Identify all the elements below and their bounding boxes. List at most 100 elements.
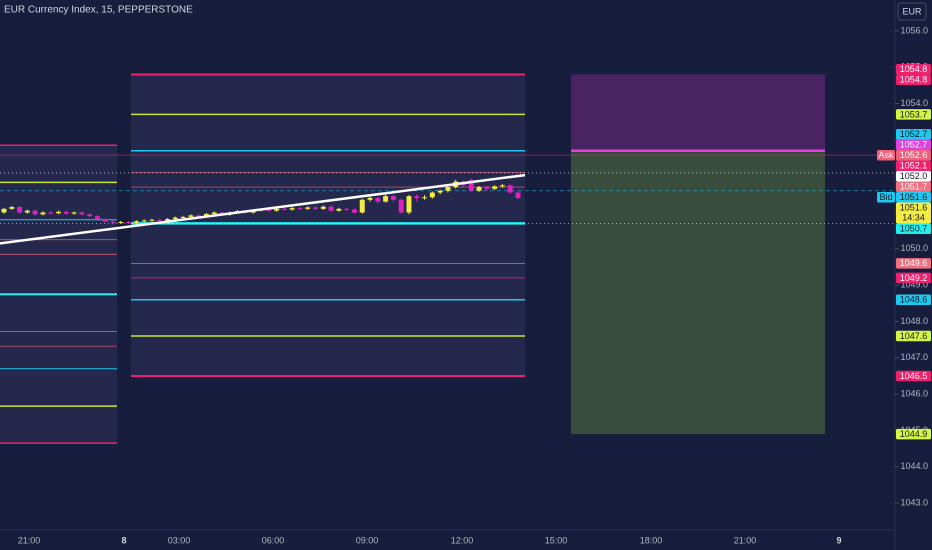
candle-body [63, 211, 69, 214]
y-tick-label: 1048.0 [900, 316, 928, 326]
price-tag-label: 1054.8 [900, 64, 928, 74]
candle-body [383, 196, 389, 202]
x-tick-label: 21:00 [734, 535, 757, 545]
x-tick-label: 03:00 [168, 535, 191, 545]
price-tag [896, 294, 931, 305]
candle-body [367, 197, 373, 200]
price-tag [896, 370, 931, 382]
candle-body [305, 207, 311, 209]
y-tick-label: 1050.0 [900, 243, 928, 253]
candle-body [32, 210, 38, 215]
candle-body [274, 208, 280, 211]
x-tick-label: 09:00 [356, 535, 379, 545]
candle-body [133, 221, 139, 223]
candle-body [9, 207, 15, 209]
candle-body [289, 208, 295, 210]
candle-body [118, 221, 124, 223]
candle-body [188, 215, 194, 217]
x-tick-label: 8 [121, 535, 126, 545]
price-tag [896, 272, 931, 284]
symbol-title: EUR Currency Index, 15, PEPPERSTONE [4, 5, 193, 16]
candle-body [375, 197, 381, 202]
x-tick-label: 15:00 [545, 535, 568, 545]
price-tag [896, 74, 931, 85]
candle-body [24, 210, 30, 213]
candle-body [281, 208, 287, 210]
candle-body [172, 217, 178, 220]
price-tag [896, 258, 931, 269]
candle-body [351, 209, 357, 213]
price-tag-label: 1052.1 [900, 161, 928, 171]
candle-body [266, 209, 272, 211]
candle-body [71, 212, 77, 214]
candle-body [203, 213, 209, 217]
price-tag-label: 1050.7 [900, 224, 928, 234]
price-tag-prefix [877, 149, 895, 161]
candle-body [398, 199, 404, 213]
candle-body [344, 208, 350, 210]
price-tag-label: 1054.8 [900, 75, 928, 85]
candle-body [211, 212, 217, 214]
price-tag [896, 160, 931, 171]
price-tag [896, 191, 931, 203]
candle-body [48, 212, 54, 214]
candle-body [414, 196, 420, 198]
candle-body [336, 208, 342, 211]
price-tag-countdown: 14:34 [902, 213, 925, 223]
candle-body [126, 221, 132, 223]
price-tag-label: 1052.6 [900, 150, 928, 160]
candle-body [141, 220, 147, 222]
y-tick-label: 1046.0 [900, 389, 928, 399]
price-tags: 1054.81054.81053.71052.71052.71052.6Ask1… [877, 63, 931, 440]
price-tag [896, 428, 931, 440]
candle-body [149, 219, 155, 221]
projection-lower [571, 150, 825, 435]
candle-body [484, 187, 490, 189]
x-tick-label: 06:00 [262, 535, 285, 545]
price-tag [896, 109, 931, 120]
price-tag-label: 1053.7 [900, 109, 928, 119]
price-tag-label: 1044.9 [900, 429, 928, 439]
currency-button[interactable] [897, 2, 927, 21]
candle-body [180, 216, 186, 218]
price-tag-prefix [877, 191, 895, 203]
plot-area [0, 73, 895, 444]
candle-body [515, 192, 521, 198]
candle-body [94, 216, 100, 220]
trend-line [0, 173, 526, 245]
price-tag-label: 1052.0 [900, 171, 928, 181]
price-tag [896, 128, 931, 140]
candle-body [79, 212, 85, 215]
candle-body [87, 214, 93, 217]
y-tick-label: 1044.0 [900, 461, 928, 471]
candle-body [499, 185, 505, 187]
x-tick-label: 21:00 [18, 535, 41, 545]
y-tick-label: 1047.0 [900, 352, 928, 362]
price-tag-label: 1052.7 [900, 140, 928, 150]
price-tag [896, 170, 931, 182]
y-tick-label: 1054.0 [900, 98, 928, 108]
price-tag-label: 1051.7 [900, 182, 928, 192]
candle-body [40, 212, 46, 215]
price-tag-label: 1046.5 [900, 371, 928, 381]
price-tag-label: 1051.6 [900, 192, 928, 202]
y-tick-label: 1043.0 [900, 497, 928, 507]
candle-body [437, 190, 443, 193]
candle-body [17, 207, 23, 213]
candle-body [56, 211, 62, 214]
y-tick-label: 1049.0 [900, 280, 928, 290]
candle-body [297, 208, 303, 210]
candle-body [429, 192, 435, 198]
currency-label[interactable]: EUR [902, 6, 922, 16]
price-tag [896, 149, 931, 161]
candle-body [476, 187, 482, 191]
price-tag [896, 63, 931, 75]
price-tag-label: 1049.2 [900, 273, 928, 283]
candle-body [165, 219, 171, 221]
candle-body [313, 207, 319, 209]
x-tick-label: 18:00 [640, 535, 663, 545]
candle-body [422, 197, 428, 199]
